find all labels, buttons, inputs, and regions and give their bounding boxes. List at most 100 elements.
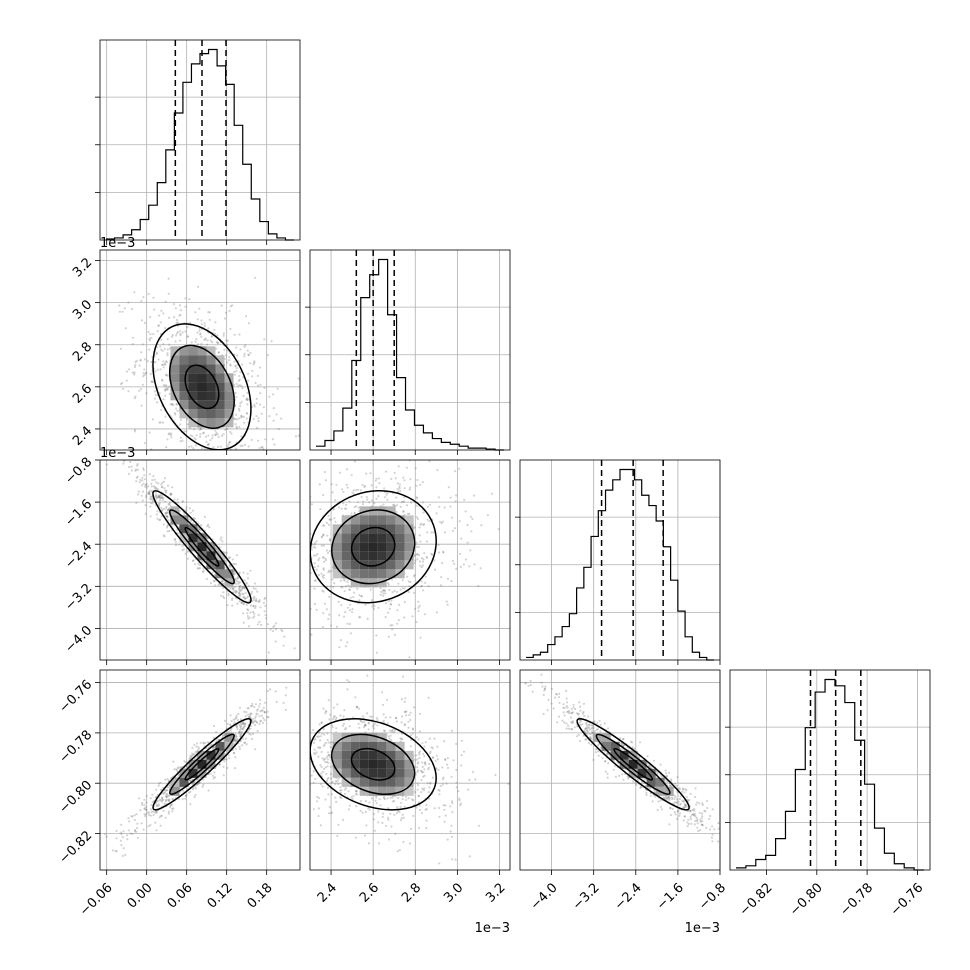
scatter-point <box>337 778 340 781</box>
histogram-steps <box>736 678 924 871</box>
scatter-point <box>234 562 237 566</box>
density-cell <box>179 409 189 419</box>
scatter-point <box>301 802 303 804</box>
scatter-point <box>412 814 415 818</box>
scatter-point <box>434 568 437 571</box>
scatter-point <box>191 752 194 755</box>
scatter-point <box>171 486 174 489</box>
scatter-point <box>245 397 249 400</box>
scatter-point <box>437 543 440 546</box>
contour-line <box>184 526 220 567</box>
scatter-point <box>431 756 434 759</box>
scatter-point <box>443 506 446 509</box>
scatter-point <box>234 391 237 395</box>
scatter-point <box>249 727 252 730</box>
scatter-point <box>397 465 400 468</box>
scatter-point <box>418 534 421 537</box>
scatter-point <box>283 635 286 638</box>
scatter-point <box>353 505 356 509</box>
scatter-point <box>344 728 347 731</box>
scatter-point <box>435 754 438 757</box>
scatter-point <box>149 505 152 508</box>
scatter-point <box>436 758 439 761</box>
scatter-point <box>301 561 303 563</box>
scatter-point <box>419 564 422 567</box>
scatter-point <box>381 815 384 819</box>
density-cell <box>359 524 369 534</box>
scatter-point <box>157 503 160 506</box>
scatter-point <box>216 334 219 337</box>
contour-line <box>350 526 396 567</box>
scatter-point <box>419 540 422 543</box>
scatter-point <box>331 724 334 727</box>
scatter-point <box>389 812 392 815</box>
scatter-point <box>193 437 196 440</box>
scatter-point <box>208 451 210 453</box>
scatter-point <box>401 587 404 590</box>
scatter-point <box>163 535 166 538</box>
scatter-point <box>168 794 171 797</box>
scatter-point <box>238 748 241 751</box>
scatter-point <box>443 808 446 811</box>
scatter-point <box>366 712 369 715</box>
scatter-point <box>329 773 332 776</box>
scatter-point <box>424 763 427 766</box>
scatter-point <box>176 498 179 501</box>
density-cell <box>386 542 396 552</box>
scatter-point <box>267 715 270 719</box>
scatter-point <box>297 434 300 437</box>
scatter-point <box>239 734 242 737</box>
scatter-point <box>319 746 322 749</box>
scatter-point <box>179 436 182 439</box>
scatter-point <box>364 484 367 487</box>
scatter-point <box>233 573 236 576</box>
scatter-point <box>437 496 440 499</box>
density-cell <box>197 355 207 365</box>
scatter-point <box>336 703 339 706</box>
scatter-point <box>355 790 358 793</box>
scatter-point <box>389 729 392 732</box>
scatter-point <box>470 530 473 533</box>
scatter-point <box>403 805 406 808</box>
scatter-point <box>266 690 269 693</box>
scatter-point <box>212 746 215 749</box>
scatter-point <box>395 590 399 594</box>
scatter-point <box>323 743 326 746</box>
scatter-point <box>194 438 197 441</box>
scatter-point <box>184 797 187 800</box>
scatter-point <box>247 379 250 382</box>
scatter-point <box>381 589 385 592</box>
scatter-point <box>423 755 426 758</box>
scatter-point <box>242 593 245 596</box>
scatter-point <box>392 504 395 507</box>
scatter-point <box>310 572 312 575</box>
density-cell <box>215 391 225 401</box>
scatter-point <box>240 601 243 604</box>
density-cell <box>386 506 396 516</box>
scatter-point <box>135 501 138 505</box>
scatter-point <box>161 421 164 424</box>
scatter-point <box>161 800 164 803</box>
scatter-point <box>308 736 310 738</box>
scatter-point <box>245 522 247 524</box>
scatter-point <box>314 777 317 781</box>
scatter-point <box>162 312 165 315</box>
scatter-point <box>284 694 287 697</box>
scatter-point <box>451 800 454 803</box>
scatter-point <box>153 811 156 814</box>
scatter-point <box>216 342 219 345</box>
scatter-point <box>165 515 168 518</box>
scatter-point <box>159 421 162 424</box>
scatter-point <box>391 730 394 733</box>
scatter-point <box>471 770 475 774</box>
scatter-point <box>346 486 349 489</box>
scatter-point <box>398 483 401 486</box>
scatter-point <box>375 486 378 489</box>
scatter-point <box>144 806 148 809</box>
scatter-point <box>165 526 168 529</box>
density-cell <box>368 515 378 525</box>
scatter-point <box>246 612 249 615</box>
scatter-point <box>321 589 324 592</box>
scatter-point <box>418 712 422 715</box>
scatter-point <box>368 801 371 804</box>
